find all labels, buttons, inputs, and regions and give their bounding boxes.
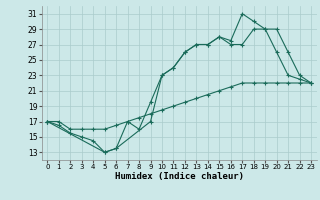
X-axis label: Humidex (Indice chaleur): Humidex (Indice chaleur) xyxy=(115,172,244,181)
